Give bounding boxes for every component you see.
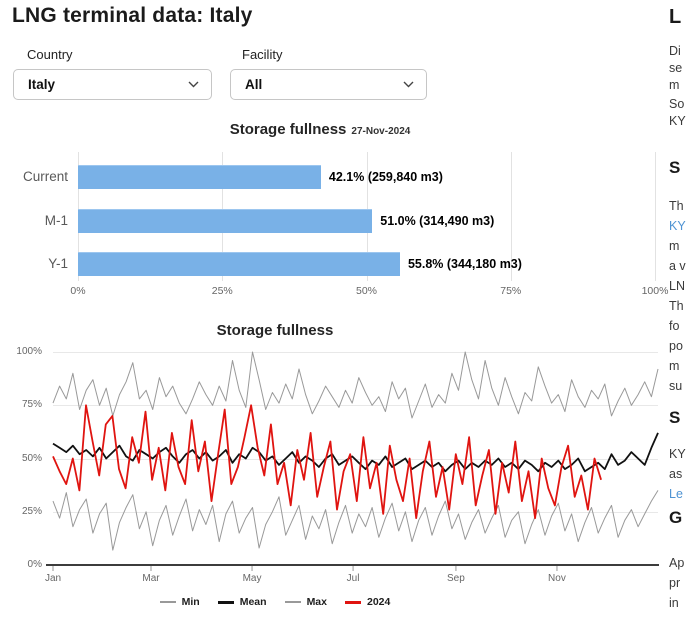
right-panel-text: se xyxy=(669,61,683,75)
right-panel-text: a v xyxy=(669,259,686,273)
country-filter-label: Country xyxy=(27,47,73,62)
bar-category-label: M-1 xyxy=(44,213,68,228)
right-panel-link[interactable]: KY xyxy=(669,219,686,233)
right-panel-heading: G xyxy=(669,508,683,527)
line-x-tick-label: Jul xyxy=(346,573,360,584)
legend-swatch xyxy=(345,600,361,604)
bar-m-1[interactable] xyxy=(78,209,373,233)
bar-category-label: Current xyxy=(22,169,68,184)
legend-item-min[interactable]: Min xyxy=(159,596,200,608)
bar-x-tick-label: 0% xyxy=(70,285,86,297)
facility-select-value: All xyxy=(245,77,263,92)
bar-category-label: Y-1 xyxy=(48,256,68,271)
line-x-tick-label: Jan xyxy=(44,573,62,584)
bar-x-tick-label: 75% xyxy=(500,285,522,297)
right-panel-text: m xyxy=(669,78,680,92)
line-gridline xyxy=(53,352,658,353)
line-chart-canvas xyxy=(46,351,659,571)
bar-current[interactable] xyxy=(78,165,321,189)
line-chart-title: Storage fullness xyxy=(216,322,334,339)
right-panel-text: su xyxy=(669,379,683,393)
bar-value-label: 42.1% (259,840 m3) xyxy=(328,170,443,184)
right-panel-heading: S xyxy=(669,158,681,177)
bar-chart-subtitle: 27-Nov-2024 xyxy=(351,126,411,137)
chevron-down-icon xyxy=(403,81,414,88)
country-select[interactable]: Italy xyxy=(13,69,212,100)
right-panel-text: in xyxy=(669,596,679,610)
right-panel-text: Di xyxy=(669,44,681,58)
bar-value-label: 55.8% (344,180 m3) xyxy=(407,257,522,271)
line-x-tick-label: Nov xyxy=(548,573,566,584)
series-line-max[interactable] xyxy=(52,351,659,419)
right-panel-text: So xyxy=(669,97,685,111)
right-panel-text: m xyxy=(669,359,680,373)
bar-x-tick-label: 100% xyxy=(641,285,669,297)
series-line-2024[interactable] xyxy=(52,404,602,520)
legend-label: Max xyxy=(306,596,327,608)
legend-item-max[interactable]: Max xyxy=(284,596,327,608)
bar-y-1[interactable] xyxy=(78,252,400,276)
legend-label: Mean xyxy=(239,596,267,608)
bar-gridline xyxy=(655,152,656,281)
facility-filter-label: Facility xyxy=(242,47,283,62)
right-panel-text: Th xyxy=(669,199,684,213)
bar-x-tick-label: 50% xyxy=(355,285,377,297)
legend-label: Min xyxy=(181,596,200,608)
series-line-min[interactable] xyxy=(52,490,659,551)
line-gridline xyxy=(53,511,658,513)
line-chart-legend: Min Mean Max 2024 xyxy=(40,596,510,608)
line-gridline xyxy=(53,405,658,407)
legend-label: 2024 xyxy=(367,596,391,608)
line-x-tick-label: May xyxy=(242,573,262,584)
right-panel-text: Th xyxy=(669,299,684,313)
right-panel-link[interactable]: Le xyxy=(669,487,683,501)
line-y-tick-label: 50% xyxy=(21,452,42,464)
right-panel-heading: S xyxy=(669,408,681,427)
line-x-tick-label: Mar xyxy=(142,573,160,584)
series-line-mean[interactable] xyxy=(52,432,659,473)
storage-fullness-bar-chart: 0% 25% 50% 75% 100% Current 42.1% (259,840 m3)… xyxy=(0,0,690,300)
bar-chart-title: Storage fullness 27-Nov-2024 xyxy=(229,121,411,138)
right-panel-text: fo xyxy=(669,319,680,333)
legend-item-mean[interactable]: Mean xyxy=(217,596,267,608)
right-panel-text: po xyxy=(669,339,683,353)
chevron-down-icon xyxy=(188,81,199,88)
line-y-tick-label: 0% xyxy=(27,559,42,570)
line-y-tick-label: 100% xyxy=(16,346,42,357)
right-panel-text: as xyxy=(669,467,683,481)
bar-x-tick-label: 25% xyxy=(211,285,233,297)
legend-swatch xyxy=(284,601,301,603)
legend-item-2024[interactable]: 2024 xyxy=(345,596,390,608)
right-panel-text: KY xyxy=(669,114,686,128)
line-y-tick-label: 75% xyxy=(21,399,42,411)
right-panel-text: LN xyxy=(669,279,685,293)
right-panel-text: pr xyxy=(669,576,681,590)
facility-select[interactable]: All xyxy=(230,69,427,100)
right-panel-text: KY xyxy=(669,447,686,461)
bar-value-label: 51.0% (314,490 m3) xyxy=(380,214,495,228)
line-y-tick-label: 25% xyxy=(21,505,42,517)
right-panel-text: Ap xyxy=(669,556,685,570)
right-panel-heading: L xyxy=(669,6,682,28)
page-title: LNG terminal data: Italy xyxy=(12,4,253,27)
country-select-value: Italy xyxy=(28,77,56,92)
bar-gridline xyxy=(510,152,512,281)
storage-fullness-line-chart: 100% 75% 50% 25% 0% Jan Mar May Jul Sep Nov xyxy=(0,340,690,595)
right-panel-text: m xyxy=(669,239,680,253)
legend-swatch xyxy=(217,600,234,604)
line-x-tick-label: Sep xyxy=(447,573,465,584)
legend-swatch xyxy=(159,601,176,603)
